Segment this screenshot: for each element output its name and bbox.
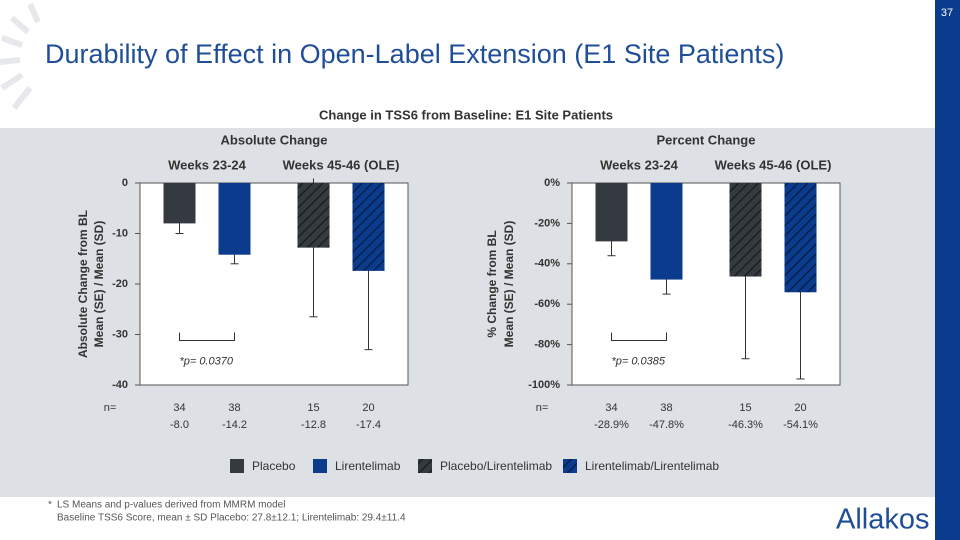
y-tick-label: -10 xyxy=(112,227,128,239)
y-tick-label: -40 xyxy=(112,379,128,391)
bar xyxy=(352,183,385,271)
bar xyxy=(784,183,817,293)
value-label: -47.8% xyxy=(649,419,684,431)
significance-bracket xyxy=(611,332,667,342)
y-tick-label: 0% xyxy=(544,177,560,189)
group-label: Weeks 45-46 (OLE) xyxy=(715,157,832,172)
bar xyxy=(650,183,683,280)
legend-label: Placebo/Lirentelimab xyxy=(440,459,552,473)
legend-swatch xyxy=(418,459,432,473)
y-tick-label: -40% xyxy=(534,258,560,270)
logo: Allakos xyxy=(836,504,930,536)
bar xyxy=(595,183,628,242)
y-axis-label: % Change from BL xyxy=(485,230,499,337)
value-label: -54.1% xyxy=(783,419,818,431)
value-label: -46.3% xyxy=(728,419,763,431)
n-value: 15 xyxy=(307,402,319,414)
bar xyxy=(729,183,762,277)
n-label: n= xyxy=(536,402,549,414)
group-label: Weeks 45-46 (OLE) xyxy=(283,157,400,172)
value-label: -28.9% xyxy=(594,419,629,431)
footnote-marker: * xyxy=(48,500,52,511)
slide-title: Durability of Effect in Open-Label Exten… xyxy=(45,39,784,69)
y-tick-label: -100% xyxy=(528,379,560,391)
footnote: LS Means and p-values derived from MMRM … xyxy=(57,500,285,511)
section-title: Change in TSS6 from Baseline: E1 Site Pa… xyxy=(319,107,613,122)
bar xyxy=(297,183,330,248)
group-label: Weeks 23-24 xyxy=(600,157,679,172)
legend-label: Lirentelimab xyxy=(335,459,401,473)
value-label: -14.2 xyxy=(222,419,247,431)
y-tick-label: 0 xyxy=(122,177,128,189)
annotation: *p= 0.0385 xyxy=(612,355,666,367)
n-value: 34 xyxy=(173,402,185,414)
bar xyxy=(163,183,196,224)
significance-bracket xyxy=(179,332,235,342)
value-label: -17.4 xyxy=(356,419,381,431)
y-tick-label: -60% xyxy=(534,298,560,310)
legend-swatch xyxy=(313,459,327,473)
n-value: 34 xyxy=(605,402,617,414)
y-axis-label: Mean (SE) / Mean (SD) xyxy=(92,221,106,348)
n-value: 38 xyxy=(660,402,672,414)
legend-swatch xyxy=(563,459,577,473)
n-value: 20 xyxy=(362,402,374,414)
y-tick-label: -30 xyxy=(112,328,128,340)
y-tick-label: -20 xyxy=(112,278,128,290)
slide-number: 37 xyxy=(941,7,953,19)
decoration xyxy=(0,2,41,110)
footnote: Baseline TSS6 Score, mean ± SD Placebo: … xyxy=(57,513,406,524)
value-label: -8.0 xyxy=(170,419,189,431)
y-tick-label: -80% xyxy=(534,339,560,351)
n-label: n= xyxy=(104,402,117,414)
legend-swatch xyxy=(230,459,244,473)
n-value: 38 xyxy=(228,402,240,414)
chart-title: Absolute Change xyxy=(221,132,328,147)
n-value: 20 xyxy=(794,402,806,414)
y-axis-label: Absolute Change from BL xyxy=(76,210,90,358)
legend-label: Lirentelimab/Lirentelimab xyxy=(585,459,719,473)
legend-label: Placebo xyxy=(252,459,296,473)
chart-title: Percent Change xyxy=(657,132,756,147)
y-axis-label: Mean (SE) / Mean (SD) xyxy=(502,221,516,348)
value-label: -12.8 xyxy=(301,419,326,431)
n-value: 15 xyxy=(739,402,751,414)
bar xyxy=(218,183,251,255)
side-bar xyxy=(935,0,960,540)
annotation: *p= 0.0370 xyxy=(180,355,234,367)
group-label: Weeks 23-24 xyxy=(168,157,247,172)
y-tick-label: -20% xyxy=(534,217,560,229)
